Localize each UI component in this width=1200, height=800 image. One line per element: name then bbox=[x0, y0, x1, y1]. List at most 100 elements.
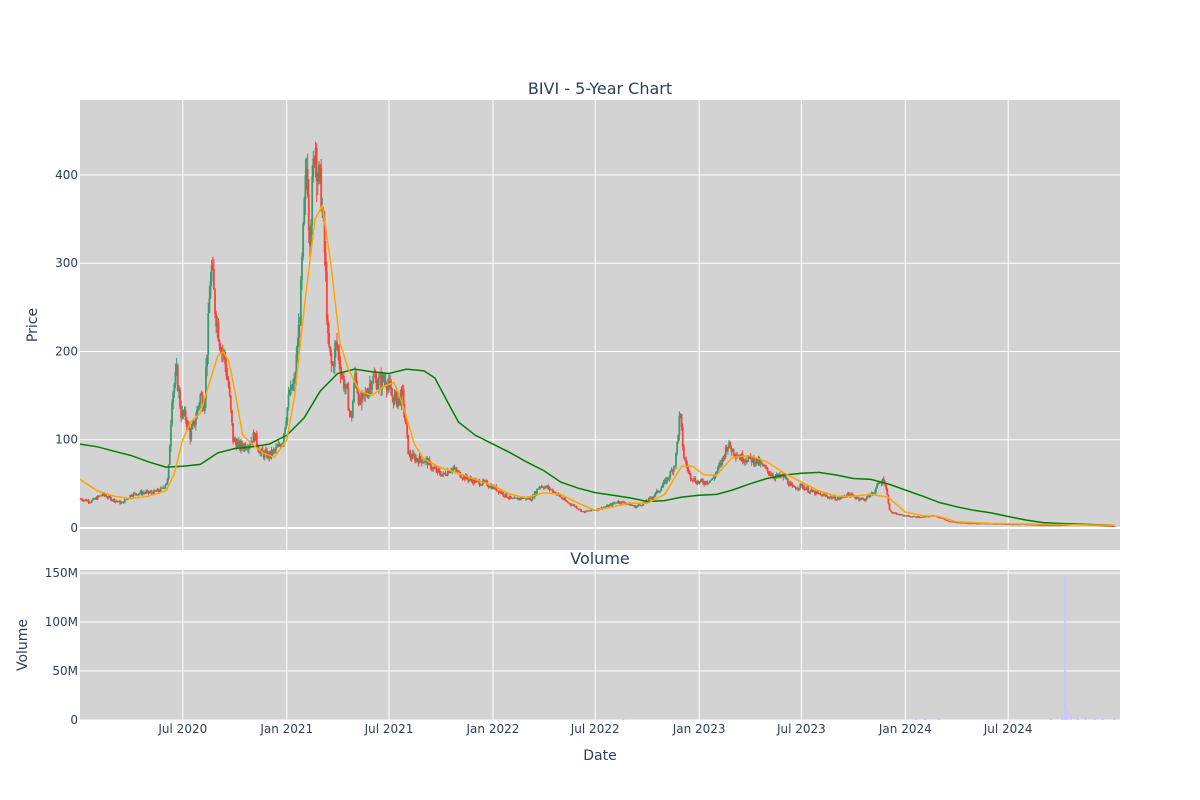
candle-body bbox=[672, 466, 675, 472]
candle-body bbox=[923, 516, 926, 518]
candle-body bbox=[551, 489, 554, 493]
candle-body bbox=[261, 449, 264, 453]
candle-body bbox=[370, 383, 372, 390]
candle-body bbox=[892, 512, 894, 514]
candle-body bbox=[675, 453, 677, 466]
candle-body bbox=[503, 495, 506, 497]
candle-body bbox=[727, 447, 729, 451]
candle-body bbox=[429, 462, 432, 469]
candle-body bbox=[607, 505, 610, 507]
candle-body bbox=[417, 460, 420, 464]
candle-body bbox=[294, 377, 297, 379]
candle-body bbox=[907, 515, 910, 517]
candle-body bbox=[157, 488, 160, 492]
candle-body bbox=[186, 423, 189, 427]
candle-body bbox=[350, 414, 353, 418]
candle-body bbox=[349, 411, 352, 415]
candle-body bbox=[269, 450, 272, 458]
candle-body bbox=[864, 499, 867, 501]
candle-body bbox=[485, 481, 488, 483]
candle-body bbox=[422, 462, 424, 464]
candle-body bbox=[580, 509, 582, 512]
candle-body bbox=[756, 458, 759, 464]
x-tick-label: Jan 2023 bbox=[672, 722, 726, 736]
candle-body bbox=[821, 494, 824, 497]
candle-body bbox=[206, 354, 209, 368]
x-tick-label: Jul 2023 bbox=[776, 722, 826, 736]
candle-body bbox=[586, 510, 589, 512]
candle-body bbox=[347, 388, 350, 411]
candle-body bbox=[559, 496, 562, 498]
candle-body bbox=[363, 392, 366, 395]
candle-body bbox=[298, 324, 301, 326]
candle-body bbox=[1041, 525, 1043, 527]
volume-y-axis-title: Volume bbox=[15, 619, 31, 671]
candle-body bbox=[1043, 525, 1046, 527]
candle-body bbox=[330, 352, 333, 364]
candle-body bbox=[818, 493, 821, 495]
candle-body bbox=[824, 494, 827, 496]
candle-body bbox=[92, 498, 94, 501]
candle-body bbox=[946, 520, 949, 521]
candle-body bbox=[676, 442, 679, 454]
candle-body bbox=[440, 474, 442, 477]
candle-body bbox=[281, 443, 284, 445]
candle-body bbox=[619, 502, 622, 504]
candle-body bbox=[340, 374, 343, 376]
candle-body bbox=[310, 224, 312, 246]
candle-body bbox=[351, 401, 354, 418]
candle-body bbox=[819, 494, 822, 495]
candle-body bbox=[859, 499, 862, 501]
candle-body bbox=[741, 454, 744, 462]
candle-body bbox=[621, 501, 624, 503]
candle-body bbox=[805, 489, 807, 491]
candle-body bbox=[670, 470, 673, 472]
candle-body bbox=[964, 522, 967, 524]
candle-body bbox=[272, 449, 275, 451]
candle-body bbox=[183, 410, 186, 415]
candle-body bbox=[163, 487, 166, 489]
candle-body bbox=[497, 490, 500, 493]
candle-body bbox=[635, 506, 638, 508]
candle-body bbox=[585, 510, 588, 512]
candle-body bbox=[394, 391, 397, 395]
candle-body bbox=[359, 397, 362, 404]
candle-body bbox=[750, 457, 753, 463]
candle-body bbox=[320, 167, 323, 211]
candle-body bbox=[854, 497, 857, 499]
candle-body bbox=[499, 491, 502, 494]
candle-body bbox=[384, 380, 387, 385]
volume-panel: 0 50M 100M 150M Jul 2020 Jan 2021 Jul 2021 Jan… bbox=[15, 549, 1120, 764]
candle-body bbox=[791, 484, 794, 487]
volume-bar bbox=[938, 718, 941, 720]
candle-body bbox=[397, 398, 399, 407]
candle-body bbox=[809, 490, 812, 493]
candle-body bbox=[504, 493, 507, 497]
candle-body bbox=[539, 486, 542, 488]
candle-body bbox=[669, 471, 672, 478]
candle-body bbox=[154, 490, 157, 492]
candle-body bbox=[722, 456, 725, 458]
candle-body bbox=[480, 484, 483, 486]
candle-body bbox=[825, 495, 828, 497]
candle-body bbox=[1056, 525, 1059, 527]
candle-body bbox=[912, 516, 915, 518]
candle-body bbox=[333, 348, 336, 367]
candle-body bbox=[506, 497, 509, 499]
candle-body bbox=[1104, 525, 1107, 527]
candle-body bbox=[867, 495, 869, 497]
candle-body bbox=[202, 408, 205, 411]
candle-body bbox=[795, 488, 798, 490]
candle-body bbox=[528, 497, 531, 500]
candle-body bbox=[647, 498, 650, 502]
candle-body bbox=[406, 424, 408, 435]
candle-body bbox=[512, 498, 515, 500]
candle-body bbox=[236, 442, 239, 449]
candle-body bbox=[249, 444, 251, 446]
candle-body bbox=[336, 341, 338, 346]
candle-body bbox=[284, 427, 286, 434]
candle-body bbox=[116, 501, 119, 503]
candle-body bbox=[172, 392, 175, 404]
candle-body bbox=[851, 493, 854, 496]
candle-body bbox=[863, 498, 866, 501]
